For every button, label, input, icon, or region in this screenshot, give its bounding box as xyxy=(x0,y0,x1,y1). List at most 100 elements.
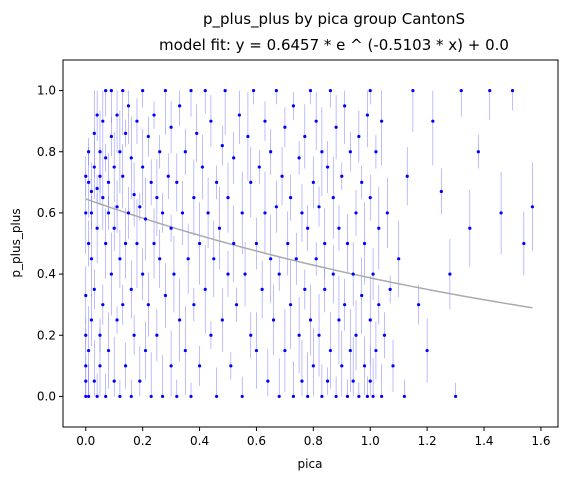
data-point xyxy=(155,196,159,200)
data-point xyxy=(388,287,392,291)
data-point xyxy=(303,287,307,291)
data-point xyxy=(334,125,338,129)
data-point xyxy=(169,226,173,230)
chart-title: p_plus_plus by pica group CantonS xyxy=(203,10,465,29)
data-point xyxy=(104,241,108,246)
data-point xyxy=(104,88,108,93)
data-point xyxy=(126,211,131,215)
data-point xyxy=(203,88,207,93)
data-point xyxy=(189,88,193,93)
data-point xyxy=(132,192,136,197)
data-point xyxy=(95,186,99,191)
data-point xyxy=(243,272,247,276)
data-point xyxy=(215,180,219,184)
data-point xyxy=(368,379,372,383)
data-point xyxy=(169,364,173,368)
data-point xyxy=(209,333,213,337)
data-point xyxy=(98,174,102,178)
data-point xyxy=(138,379,142,383)
data-point xyxy=(118,257,122,261)
data-point xyxy=(530,205,534,209)
data-point xyxy=(112,226,116,230)
data-point xyxy=(121,88,125,93)
data-point xyxy=(340,364,344,368)
data-point xyxy=(522,241,526,246)
data-point xyxy=(186,257,190,261)
data-point xyxy=(300,211,304,215)
data-point xyxy=(112,165,116,169)
data-point xyxy=(314,119,318,123)
data-point xyxy=(368,318,372,322)
x-tick-label: 1.2 xyxy=(418,434,437,448)
data-point xyxy=(92,131,96,135)
data-point xyxy=(135,241,139,246)
data-point xyxy=(510,88,515,93)
data-point xyxy=(348,150,352,154)
data-point xyxy=(357,394,361,399)
data-point xyxy=(203,287,207,291)
data-point xyxy=(220,144,224,148)
data-point xyxy=(254,348,259,353)
data-point xyxy=(240,394,244,399)
data-point xyxy=(175,180,179,184)
data-point xyxy=(115,205,119,209)
chart-subtitle: model fit: y = 0.6457 * e ^ (-0.5103 * x… xyxy=(159,36,509,54)
data-point xyxy=(160,211,165,215)
data-point xyxy=(109,272,113,276)
data-point xyxy=(234,303,239,307)
data-point xyxy=(115,113,119,117)
data-point xyxy=(280,174,284,178)
data-point xyxy=(138,205,142,209)
data-point xyxy=(277,272,281,276)
y-axis-label: p_plus_plus xyxy=(9,208,23,277)
data-point xyxy=(112,379,116,383)
data-point xyxy=(163,293,168,298)
data-point xyxy=(297,156,301,160)
data-point xyxy=(371,394,375,399)
data-point xyxy=(89,257,94,261)
data-point xyxy=(229,364,233,368)
data-point xyxy=(288,303,293,307)
data-point xyxy=(391,364,395,368)
data-point xyxy=(212,257,216,261)
data-point xyxy=(155,333,159,337)
data-point xyxy=(271,318,276,322)
data-point xyxy=(223,88,227,93)
data-point xyxy=(92,379,96,383)
data-point xyxy=(106,348,111,353)
data-point xyxy=(175,394,179,399)
data-point xyxy=(135,119,139,123)
data-point xyxy=(314,257,318,261)
data-point xyxy=(291,104,296,108)
data-point xyxy=(200,165,204,169)
data-point xyxy=(308,88,313,93)
data-point xyxy=(377,226,381,230)
data-point xyxy=(360,180,364,184)
data-point xyxy=(328,88,333,93)
data-point xyxy=(331,272,335,276)
data-point xyxy=(269,150,273,154)
data-point xyxy=(323,287,327,291)
data-point xyxy=(277,394,281,399)
data-point xyxy=(206,211,210,215)
data-point xyxy=(354,333,358,337)
data-point xyxy=(343,104,347,108)
data-point xyxy=(274,88,278,93)
y-tick-label: 1.0 xyxy=(37,84,56,98)
data-point xyxy=(320,394,324,399)
data-point xyxy=(87,180,91,184)
data-point xyxy=(132,333,136,337)
data-point xyxy=(106,211,111,215)
data-point xyxy=(380,119,384,123)
data-point xyxy=(334,394,338,399)
data-point xyxy=(104,394,108,399)
data-point xyxy=(365,113,369,117)
data-point xyxy=(141,165,145,169)
data-point xyxy=(325,379,330,383)
data-point xyxy=(323,241,327,246)
x-tick-label: 0.0 xyxy=(76,434,95,448)
data-point xyxy=(246,134,250,139)
x-tick-label: 1.0 xyxy=(361,434,380,448)
data-point xyxy=(232,156,236,160)
data-point xyxy=(163,88,168,93)
